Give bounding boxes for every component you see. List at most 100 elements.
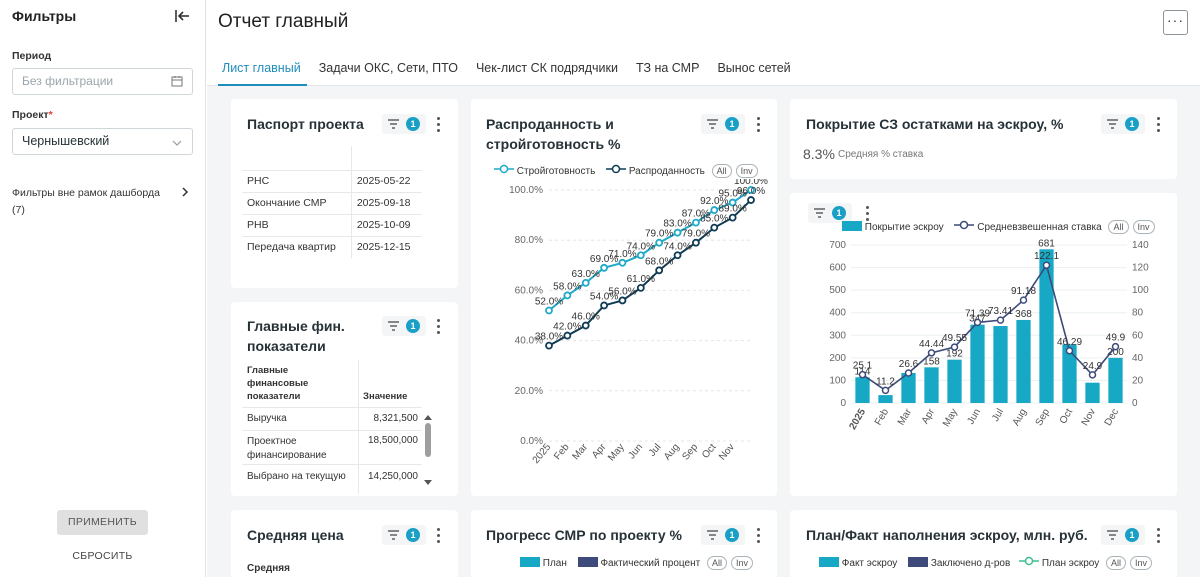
avg-price-col-header[interactable]: Средняя bbox=[247, 563, 290, 574]
data-label: 92.0% bbox=[700, 196, 728, 207]
passport-more-icon[interactable] bbox=[435, 117, 441, 133]
table-row: РНВ 2025-10-09 bbox=[242, 214, 422, 237]
y-left-tick-label: 600 bbox=[829, 263, 846, 274]
reset-button[interactable]: СБРОСИТЬ bbox=[72, 550, 133, 562]
finance-more-icon[interactable] bbox=[435, 319, 441, 335]
rate-label: 91.18 bbox=[1011, 286, 1036, 297]
outside-filters-link[interactable]: Фильтры вне рамок дашборда (7) bbox=[12, 185, 194, 219]
legend-marker-icon bbox=[954, 220, 975, 230]
y-right-tick-label: 40 bbox=[1132, 353, 1144, 364]
data-label: 95.0% bbox=[718, 189, 746, 200]
data-label: 61.0% bbox=[627, 274, 655, 285]
tab-networks[interactable]: Вынос сетей bbox=[717, 61, 791, 75]
data-label: 68.0% bbox=[645, 256, 673, 267]
period-placeholder: Без фильтрации bbox=[22, 74, 114, 88]
sales-more-icon[interactable] bbox=[755, 117, 761, 133]
legend-all-button[interactable]: All bbox=[1106, 556, 1127, 570]
data-label: 79.0% bbox=[645, 229, 673, 240]
project-select[interactable]: Чернышевский bbox=[12, 128, 193, 155]
collapse-sidebar-icon[interactable] bbox=[173, 7, 191, 25]
tab-tz-smr[interactable]: ТЗ на СМР bbox=[635, 61, 700, 75]
passport-title: Паспорт проекта bbox=[247, 116, 364, 132]
rate-point bbox=[996, 316, 1005, 324]
finance-row-value: 8,321,500 bbox=[373, 413, 419, 424]
coverage-filter-button[interactable]: 1 bbox=[1101, 114, 1145, 134]
filters-title: Фильтры bbox=[12, 8, 77, 24]
escrow-filter-button[interactable]: 1 bbox=[808, 203, 852, 223]
x-tick-label: Feb bbox=[873, 407, 891, 428]
legend-invert-button[interactable]: Inv bbox=[730, 556, 753, 570]
project-label-text: Проект bbox=[12, 109, 49, 121]
escrow-card: 1 Покрытие эскроу Средневзвешенная ставк… bbox=[790, 193, 1177, 496]
coverage-caption: Средняя % ставка bbox=[838, 149, 924, 160]
rate-point bbox=[950, 343, 959, 351]
y-right-tick-label: 0 bbox=[1132, 398, 1138, 409]
avg-price-filter-button[interactable]: 1 bbox=[382, 525, 426, 545]
coverage-more-icon[interactable] bbox=[1155, 117, 1161, 133]
legend-invert-button[interactable]: Inv bbox=[1130, 556, 1153, 570]
legend-invert-button[interactable]: Inv bbox=[735, 164, 758, 178]
tab-checklist[interactable]: Чек-лист СК подрядчики bbox=[475, 61, 618, 75]
sales-filter-button[interactable]: 1 bbox=[701, 114, 745, 134]
legend-label[interactable]: Стройготовность bbox=[516, 166, 596, 177]
finance-col-header[interactable]: Главные финансовые показатели bbox=[247, 365, 309, 402]
data-label: 83.0% bbox=[663, 219, 691, 230]
planfact-filter-button[interactable]: 1 bbox=[1101, 525, 1145, 545]
value-col-header[interactable]: Значение bbox=[363, 391, 408, 402]
x-tick-label: Sep bbox=[680, 442, 700, 463]
bar bbox=[1085, 382, 1100, 403]
filter-badge: 1 bbox=[725, 528, 739, 542]
filter-badge: 1 bbox=[1125, 117, 1139, 131]
legend-invert-button[interactable]: Inv bbox=[1132, 220, 1155, 234]
x-tick-label: Mar bbox=[896, 406, 914, 427]
tab-oks-tasks[interactable]: Задачи ОКС, Сети, ПТО bbox=[318, 61, 458, 75]
legend-label[interactable]: Заключено д-ров bbox=[930, 558, 1011, 569]
bar bbox=[970, 324, 985, 403]
planfact-more-icon[interactable] bbox=[1155, 528, 1161, 544]
sales-legend: Стройготовность Распроданность All Inv bbox=[494, 164, 758, 178]
rate-label: 49.55 bbox=[942, 333, 967, 344]
data-label: 74.0% bbox=[627, 241, 655, 252]
data-point bbox=[710, 223, 719, 232]
apply-button[interactable]: ПРИМЕНИТЬ bbox=[57, 510, 148, 535]
chevron-down-icon[interactable] bbox=[171, 137, 183, 149]
progress-more-icon[interactable] bbox=[755, 528, 761, 544]
data-point bbox=[728, 198, 737, 207]
legend-label[interactable]: План эскроу bbox=[1041, 558, 1100, 569]
period-date-input[interactable]: Без фильтрации bbox=[12, 68, 193, 95]
bar-label: 681 bbox=[1038, 238, 1055, 249]
passport-filter-button[interactable]: 1 bbox=[382, 114, 426, 134]
data-point bbox=[563, 331, 572, 340]
data-point bbox=[636, 283, 645, 292]
legend-label[interactable]: Покрытие эскроу bbox=[864, 222, 944, 233]
data-label: 52.0% bbox=[535, 296, 563, 307]
data-label: 56.0% bbox=[608, 286, 636, 297]
avg-price-card: Средняя цена 1 Средняя bbox=[231, 510, 458, 577]
tab-main-sheet[interactable]: Лист главный bbox=[218, 50, 311, 86]
legend-label[interactable]: Распроданность bbox=[628, 166, 705, 177]
legend-label[interactable]: Факт эскроу bbox=[841, 558, 898, 569]
y-left-tick-label: 500 bbox=[829, 285, 846, 296]
legend-all-button[interactable]: All bbox=[1108, 220, 1129, 234]
legend-label[interactable]: Средневзвешенная ставка bbox=[977, 222, 1102, 233]
y-right-tick-label: 80 bbox=[1132, 308, 1144, 319]
avg-price-more-icon[interactable] bbox=[435, 528, 441, 544]
legend-all-button[interactable]: All bbox=[706, 556, 727, 570]
rate-point bbox=[1065, 347, 1074, 355]
rate-label: 25.1 bbox=[853, 361, 873, 372]
escrow-more-icon[interactable] bbox=[864, 206, 870, 222]
legend-label[interactable]: План bbox=[542, 558, 567, 569]
legend-label[interactable]: Фактический процент bbox=[600, 558, 701, 569]
dashboard-menu-button[interactable]: ··· bbox=[1163, 10, 1188, 35]
bar bbox=[1062, 344, 1077, 403]
data-label: 87.0% bbox=[682, 209, 710, 220]
x-tick-label: Jul bbox=[647, 442, 664, 459]
planfact-card: План/Факт наполнения эскроу, млн. руб. 1… bbox=[790, 510, 1177, 577]
legend-all-button[interactable]: All bbox=[711, 164, 732, 178]
finance-filter-button[interactable]: 1 bbox=[382, 316, 426, 336]
finance-scrollbar[interactable] bbox=[424, 415, 432, 485]
calendar-icon[interactable] bbox=[171, 75, 183, 87]
data-point bbox=[655, 266, 664, 275]
chevron-right-icon[interactable] bbox=[180, 186, 190, 198]
progress-filter-button[interactable]: 1 bbox=[701, 525, 745, 545]
